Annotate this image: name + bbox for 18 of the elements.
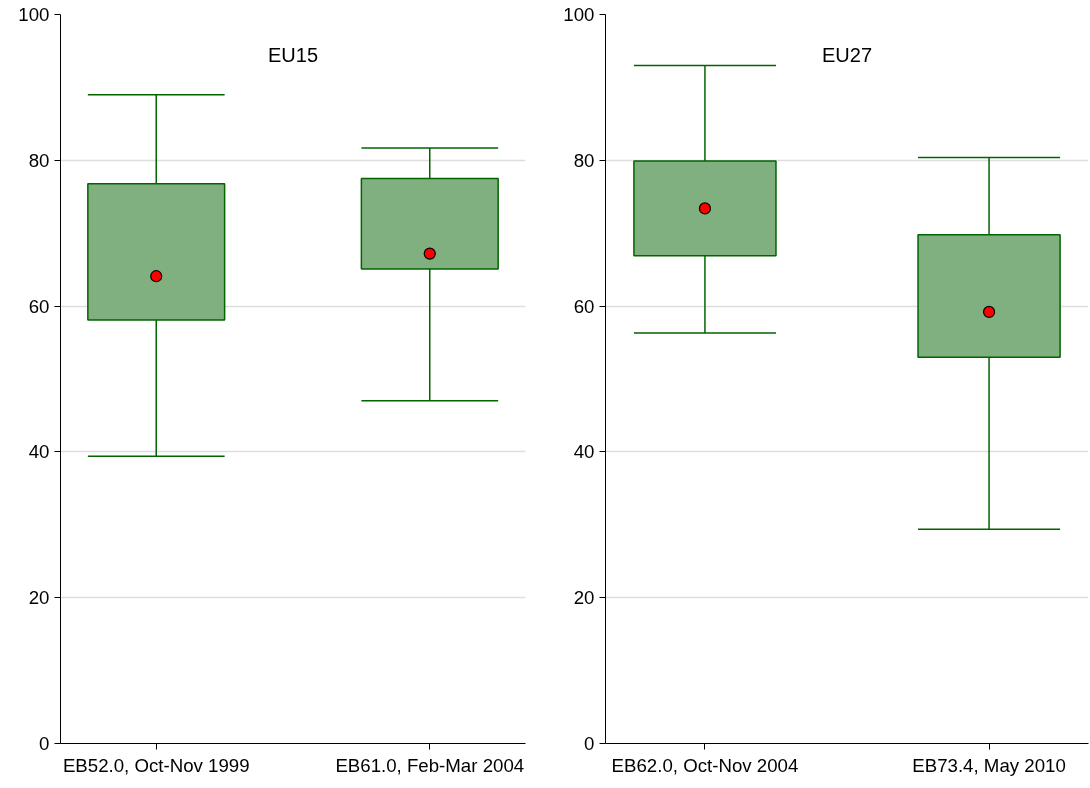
y-tick-label: 0	[39, 733, 50, 754]
y-tick-label: 60	[573, 295, 595, 317]
text: EU15	[267, 43, 319, 66]
y-tick-label: 40	[28, 441, 50, 463]
y-tick-label: 20	[28, 587, 50, 609]
y-tick-label: 20	[573, 587, 595, 609]
y-tick-label: 80	[573, 149, 595, 171]
x-tick-label: EB52.0, Oct-Nov 1999	[62, 754, 250, 776]
x-tick-label: EB61.0, Feb-Mar 2004	[335, 754, 525, 776]
y-tick-label: 0	[584, 733, 595, 754]
y-tick-label: 80	[28, 149, 50, 171]
x-tick-label: EB73.4, May 2010	[912, 754, 1066, 776]
y-tick-label: 100	[563, 4, 595, 25]
y-tick-label: 100	[18, 4, 50, 25]
text: EU27	[821, 43, 873, 66]
y-tick-label: 60	[28, 295, 50, 317]
y-tick-label: 40	[573, 441, 595, 463]
x-tick-label: EB62.0, Oct-Nov 2004	[611, 754, 799, 776]
